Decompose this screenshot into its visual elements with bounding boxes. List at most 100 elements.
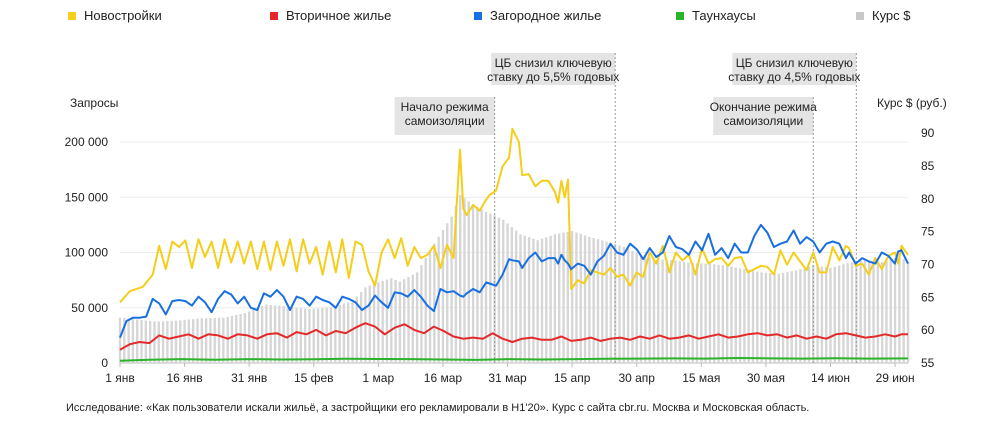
usd-bar <box>308 309 311 363</box>
annotation-text: ставку до 4,5% годовых <box>728 70 860 84</box>
y-right-tick-label: 65 <box>921 290 935 304</box>
usd-bar <box>334 305 337 363</box>
usd-bar <box>364 287 367 363</box>
annotation-text: Окончание режима <box>710 100 817 114</box>
usd-bar <box>166 321 169 363</box>
y-right-tick-label: 85 <box>921 159 935 173</box>
usd-bar <box>695 263 699 363</box>
legend-item-kurs[interactable]: Курс $ <box>856 8 911 23</box>
usd-bar <box>123 318 126 363</box>
usd-bar <box>842 264 845 363</box>
usd-bar <box>183 319 186 363</box>
usd-bar <box>235 314 238 363</box>
usd-bar <box>433 243 436 363</box>
x-tick-label: 31 янв <box>231 371 267 385</box>
usd-bar <box>682 261 686 363</box>
usd-bar <box>377 282 380 363</box>
usd-bar <box>700 263 703 363</box>
usd-bar <box>372 283 376 363</box>
usd-bar <box>769 273 772 363</box>
annotation-text: Начало режима <box>401 100 489 114</box>
usd-bar <box>790 271 793 363</box>
usd-bar <box>691 263 694 363</box>
usd-bar <box>390 278 393 363</box>
x-tick-label: 30 мая <box>747 371 785 385</box>
legend-item-zagorodnoe[interactable]: Загородное жилье <box>474 8 601 23</box>
usd-bar <box>299 308 303 363</box>
series-lines <box>119 127 909 362</box>
legend-item-novostroyki[interactable]: Новостройки <box>68 8 162 23</box>
y-left-axis-title: Запросы <box>70 96 118 110</box>
usd-bar <box>855 261 858 363</box>
legend-label: Вторичное жилье <box>286 8 392 23</box>
usd-bar <box>708 263 712 363</box>
usd-bar <box>825 267 828 363</box>
usd-bar <box>570 230 574 363</box>
usd-bar <box>575 232 578 363</box>
usd-bar <box>424 257 427 363</box>
usd-bar <box>674 260 677 363</box>
y-left-tick-label: 150 000 <box>65 190 109 204</box>
usd-bar <box>648 257 651 363</box>
y-right-axis-title: Курс $ (руб.) <box>877 96 947 110</box>
usd-bar <box>394 279 397 363</box>
usd-bar <box>217 317 221 363</box>
usd-bar <box>588 236 591 363</box>
usd-bar <box>131 319 135 363</box>
usd-bar <box>906 261 910 363</box>
usd-bar <box>583 235 587 363</box>
x-tick-label: 15 фев <box>294 371 334 385</box>
legend-item-taunhausy[interactable]: Таунхаусы <box>676 8 756 23</box>
usd-bar <box>403 279 406 363</box>
usd-bar <box>282 306 285 363</box>
usd-bar <box>252 309 255 363</box>
y-left-tick-label: 200 000 <box>65 135 109 149</box>
x-tick-label: 30 апр <box>618 371 655 385</box>
legend-label: Курс $ <box>872 8 911 23</box>
usd-bar <box>902 259 905 363</box>
usd-bar <box>467 201 470 363</box>
usd-bar <box>781 272 785 363</box>
usd-bar <box>898 256 901 363</box>
usd-bar <box>407 276 410 363</box>
usd-bar <box>631 251 634 363</box>
usd-bar <box>153 321 156 363</box>
usd-bar <box>286 306 290 363</box>
usd-bar <box>230 315 234 363</box>
usd-bar <box>713 264 716 363</box>
annotation-text: самоизоляции <box>723 114 803 128</box>
usd-bar <box>247 311 251 363</box>
usd-bar <box>321 307 324 363</box>
usd-bar <box>243 313 247 363</box>
usd-bar <box>295 307 298 363</box>
usd-bar <box>730 266 733 363</box>
series-line-Вторичное жилье <box>119 322 908 351</box>
usd-bar <box>222 317 225 363</box>
x-tick-label: 1 мар <box>363 371 395 385</box>
annotation-text: ЦБ снизил ключевую <box>495 56 612 70</box>
annotation-text: самоизоляции <box>405 114 485 128</box>
usd-bar <box>635 253 638 363</box>
usd-bar <box>799 269 802 363</box>
usd-bar <box>523 235 526 363</box>
usd-bar <box>174 320 178 363</box>
legend-item-vtorichnoe[interactable]: Вторичное жилье <box>270 8 391 23</box>
legend-swatch <box>270 11 278 20</box>
usd-bar <box>734 267 737 363</box>
usd-bar <box>794 270 798 363</box>
usd-bar <box>725 265 729 363</box>
annotation-text: ЦБ снизил ключевую <box>736 56 853 70</box>
usd-bar <box>829 267 832 363</box>
usd-bar <box>807 266 811 363</box>
usd-bar <box>885 260 888 363</box>
usd-bar <box>743 269 746 363</box>
usd-bar <box>316 308 320 363</box>
usd-bar <box>187 319 191 363</box>
x-tick-label: 14 июн <box>811 371 850 385</box>
usd-bar <box>519 234 522 363</box>
usd-bar <box>338 304 341 363</box>
usd-bar <box>260 306 264 363</box>
usd-bar <box>687 262 690 363</box>
usd-bar <box>192 319 195 363</box>
